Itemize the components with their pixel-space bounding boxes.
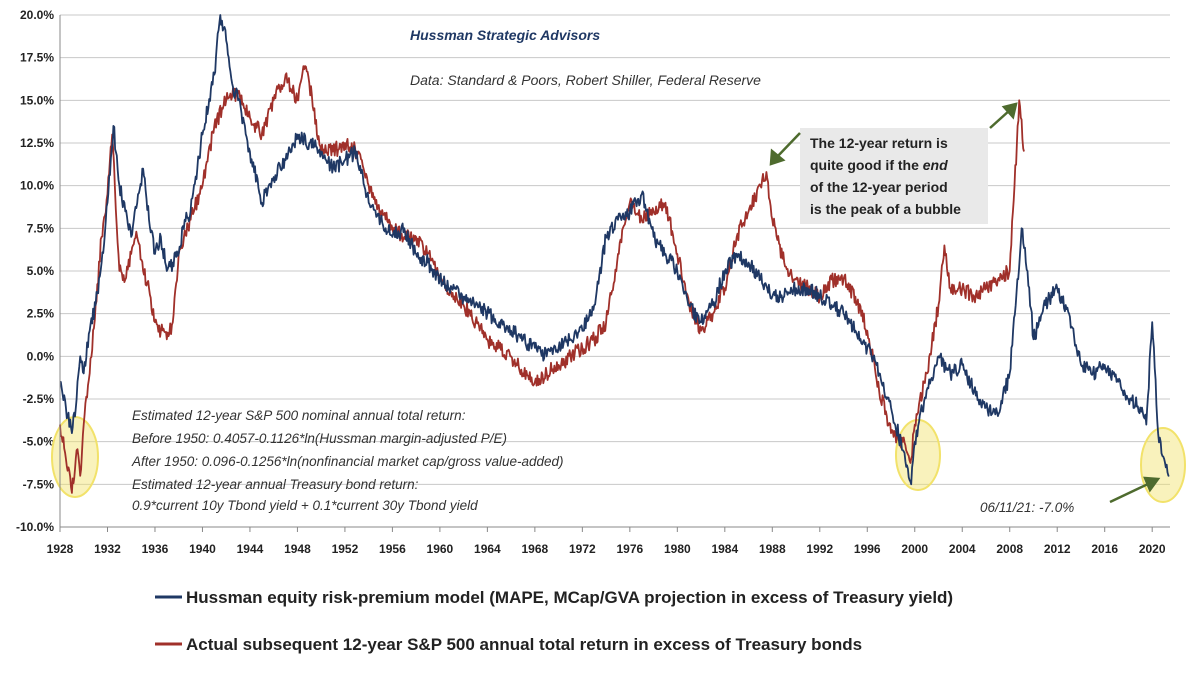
highlight-1929 [51,416,99,498]
arrows [769,102,1161,504]
x-tick-label: 2004 [949,542,976,556]
x-tick-label: 1976 [616,542,643,556]
y-tick-label: 17.5% [20,51,54,65]
x-tick-label: 2000 [901,542,928,556]
y-tick-label: 2.5% [27,307,55,321]
y-tick-label: -7.5% [23,477,55,491]
x-tick-label: 2012 [1044,542,1071,556]
x-tick-label: 1932 [94,542,121,556]
x-tick-label: 2016 [1091,542,1118,556]
x-tick-label: 1972 [569,542,596,556]
x-tick-label: 1928 [47,542,74,556]
data-source-text: Data: Standard & Poors, Robert Shiller, … [410,72,761,88]
x-tick-label: 1940 [189,542,216,556]
latest-value-label: 06/11/21: -7.0% [980,500,1074,515]
x-axis: 1928 1932 1936 1940 1944 1948 1952 1956 1960 1964… [47,527,1166,556]
y-tick-label: 0.0% [27,349,55,363]
x-tick-label: 1948 [284,542,311,556]
legend-label-actual: Actual subsequent 12-year S&P 500 annual… [186,635,862,654]
callout-line-2: quite good if the end [810,157,948,173]
y-tick-label: 7.5% [27,221,55,235]
callout-box [800,128,988,224]
x-tick-label: 2008 [996,542,1023,556]
y-axis: 20.0% 17.5% 15.0% 12.5% 10.0% 7.5% 5.0% 2.5% 0.0… [16,8,54,534]
y-tick-label: -10.0% [16,520,54,534]
x-tick-label: 1944 [237,542,264,556]
y-tick-label: 20.0% [20,8,54,22]
y-tick-label: 5.0% [27,264,55,278]
legend-label-model: Hussman equity risk-premium model (MAPE,… [186,588,953,607]
note-line-2: Before 1950: 0.4057-0.1126*ln(Hussman ma… [132,431,507,446]
highlight-2021 [1140,427,1186,503]
note-line-5: 0.9*current 10y Tbond yield + 0.1*curren… [132,498,478,513]
y-tick-label: 12.5% [20,136,54,150]
x-tick-label: 1936 [142,542,169,556]
y-tick-label: 15.0% [20,93,54,107]
y-tick-label: -5.0% [23,435,55,449]
callout-line-1: The 12-year return is [810,135,948,151]
y-tick-label: 10.0% [20,179,54,193]
x-tick-label: 1960 [427,542,454,556]
credit-text: Hussman Strategic Advisors [410,27,600,43]
x-tick-label: 1984 [711,542,738,556]
callout-line-4: is the peak of a bubble [810,201,961,217]
x-tick-label: 1988 [759,542,786,556]
grid-lines [60,14,1170,528]
x-tick-label: 1956 [379,542,406,556]
legend: Hussman equity risk-premium model (MAPE,… [155,588,953,654]
note-line-3: After 1950: 0.096-0.1256*ln(nonfinancial… [131,454,564,469]
x-tick-label: 1952 [332,542,359,556]
y-tick-label: -2.5% [23,392,55,406]
series-line-actual [59,65,1025,494]
highlight-2000 [895,419,941,491]
x-tick-label: 1992 [806,542,833,556]
x-tick-label: 1968 [522,542,549,556]
x-tick-label: 1996 [854,542,881,556]
note-line-1: Estimated 12-year S&P 500 nominal annual… [132,408,466,423]
x-tick-label: 1980 [664,542,691,556]
note-line-4: Estimated 12-year annual Treasury bond r… [132,477,419,492]
series-line-model [59,14,1170,486]
x-tick-label: 2020 [1139,542,1166,556]
callout-line-3: of the 12-year period [810,179,948,195]
x-tick-label: 1964 [474,542,501,556]
series-layer [59,14,1170,494]
